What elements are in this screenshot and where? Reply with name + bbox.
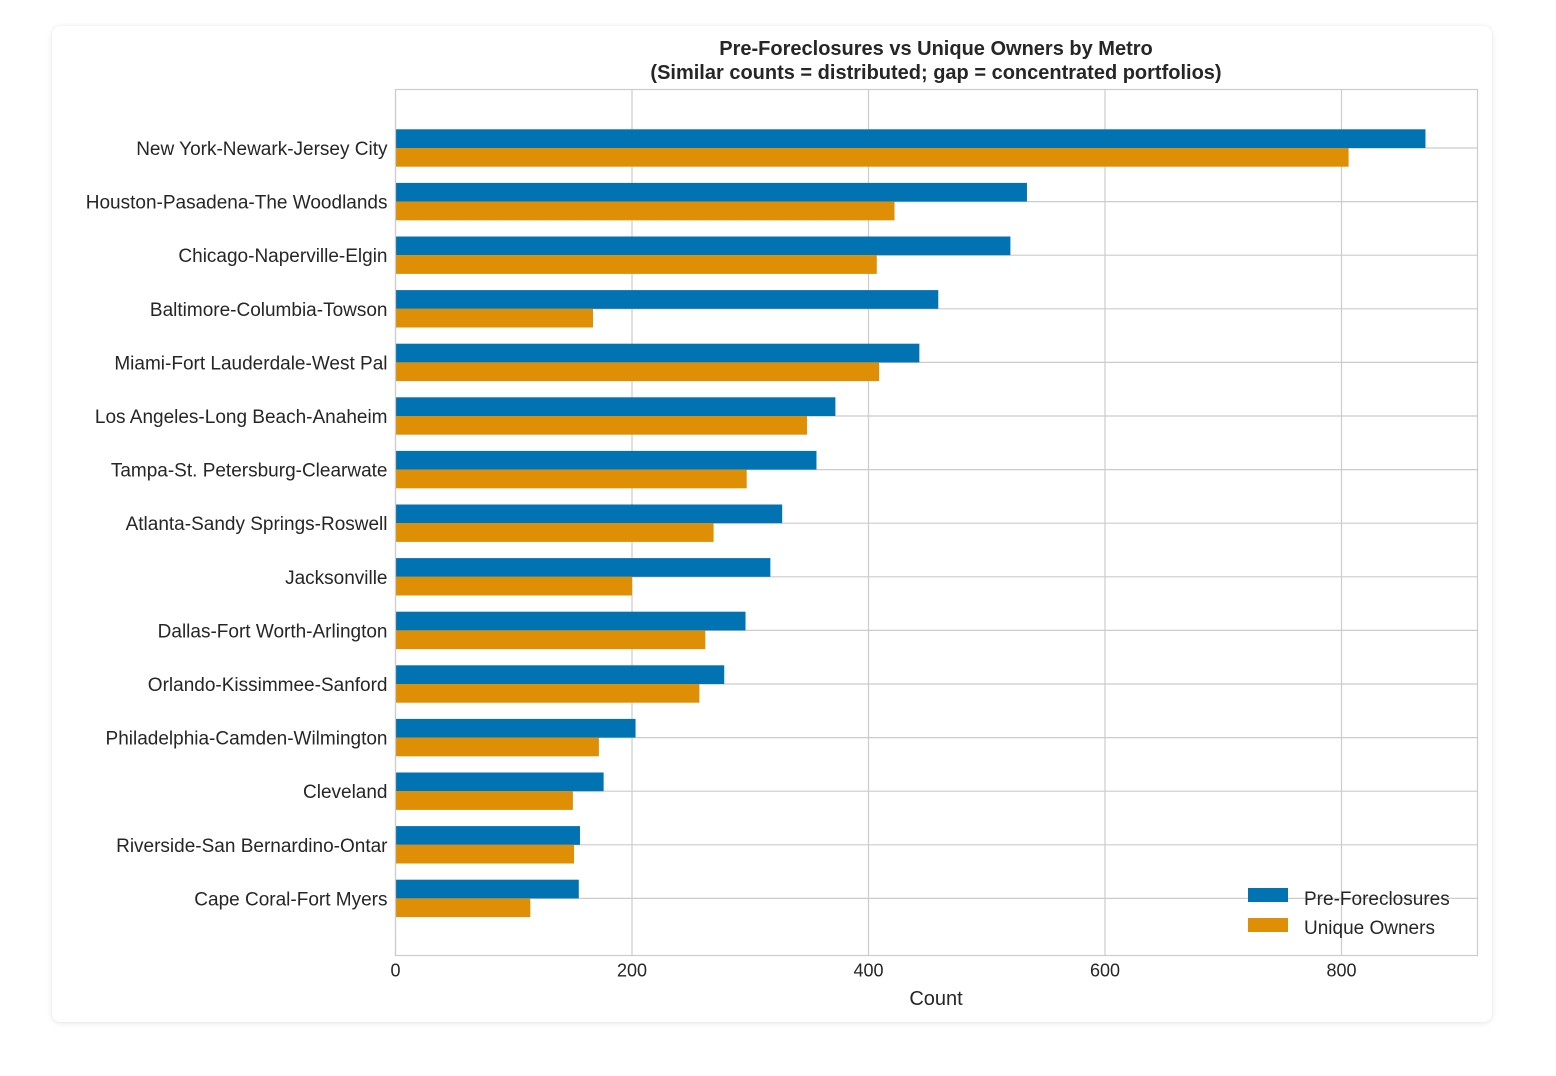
bar-pre-foreclosures-dallas-fort-worth-arlington xyxy=(395,611,746,631)
legend-swatch-unique-owners xyxy=(1248,918,1288,932)
y-tick-label: Houston-Pasadena-The Woodlands xyxy=(86,193,388,214)
bar-pre-foreclosures-atlanta-sandy-springs-roswell xyxy=(395,504,783,524)
bar-pre-foreclosures-cape-coral-fort-myers xyxy=(395,879,579,899)
chart-card: New York-Newark-Jersey City Houston-Pasad… xyxy=(52,26,1492,1022)
y-tick-label: Philadelphia-Camden-Wilmington xyxy=(106,729,388,750)
bar-pre-foreclosures-houston-pasadena-the-woodlands xyxy=(395,182,1027,202)
bar-pre-foreclosures-riverside-san-bernardino-ontar xyxy=(395,826,580,845)
bar-unique-owners-tampa-st-petersburg-clearwate xyxy=(395,469,747,489)
bar-unique-owners-dallas-fort-worth-arlington xyxy=(395,630,706,650)
x-tick-label: 400 xyxy=(853,961,883,981)
bar-unique-owners-riverside-san-bernardino-ontar xyxy=(395,844,575,864)
x-tick-label: 200 xyxy=(617,961,647,981)
x-tick-label: 600 xyxy=(1090,961,1120,981)
bar-unique-owners-atlanta-sandy-springs-roswell xyxy=(395,523,714,542)
bar-unique-owners-houston-pasadena-the-woodlands xyxy=(395,201,895,221)
bar-pre-foreclosures-cleveland xyxy=(395,772,604,792)
x-axis-ticks: 0 200 400 600 800 xyxy=(390,961,1356,981)
bar-unique-owners-cleveland xyxy=(395,791,573,810)
bar-pre-foreclosures-miami-fort-lauderdale-west-pal xyxy=(395,343,920,363)
bar-unique-owners-baltimore-columbia-towson xyxy=(395,308,593,328)
y-tick-label: Cleveland xyxy=(303,782,388,803)
y-tick-label: Dallas-Fort Worth-Arlington xyxy=(158,621,388,642)
legend-swatch-pre-foreclosures xyxy=(1248,888,1288,902)
y-tick-label: Atlanta-Sandy Springs-Roswell xyxy=(126,514,388,535)
bar-pre-foreclosures-philadelphia-camden-wilmington xyxy=(395,718,636,738)
legend-label-unique-owners: Unique Owners xyxy=(1304,918,1435,939)
y-tick-label: Cape Coral-Fort Myers xyxy=(194,889,387,910)
y-tick-label: Miami-Fort Lauderdale-West Pal xyxy=(114,353,387,374)
bar-pre-foreclosures-los-angeles-long-beach-anaheim xyxy=(395,397,836,416)
x-tick-label: 0 xyxy=(390,961,400,981)
y-tick-label: Los Angeles-Long Beach-Anaheim xyxy=(95,407,388,428)
legend-label-pre-foreclosures: Pre-Foreclosures xyxy=(1304,889,1450,910)
y-tick-label: Riverside-San Bernardino-Ontar xyxy=(116,836,388,857)
bar-pre-foreclosures-chicago-naperville-elgin xyxy=(395,236,1011,256)
plot-frame xyxy=(394,88,1479,957)
bar-unique-owners-miami-fort-lauderdale-west-pal xyxy=(395,362,880,382)
bar-pre-foreclosures-orlando-kissimmee-sanford xyxy=(395,665,725,684)
y-tick-label: Tampa-St. Petersburg-Clearwate xyxy=(111,461,388,482)
y-tick-label: New York-Newark-Jersey City xyxy=(136,139,388,160)
x-tick-label: 800 xyxy=(1326,961,1356,981)
y-tick-label: Chicago-Naperville-Elgin xyxy=(178,246,387,267)
bar-unique-owners-philadelphia-camden-wilmington xyxy=(395,737,599,757)
y-tick-label: Jacksonville xyxy=(285,568,387,589)
bar-unique-owners-los-angeles-long-beach-anaheim xyxy=(395,416,808,435)
bar-pre-foreclosures-tampa-st-petersburg-clearwate xyxy=(395,450,817,470)
y-tick-label: Orlando-Kissimmee-Sanford xyxy=(148,675,388,696)
chart: New York-Newark-Jersey City Houston-Pasad… xyxy=(86,38,1479,1010)
bar-unique-owners-jacksonville xyxy=(395,576,633,596)
bar-unique-owners-new-york-newark-jersey-city xyxy=(395,148,1349,167)
bar-pre-foreclosures-baltimore-columbia-towson xyxy=(395,290,939,309)
bar-unique-owners-orlando-kissimmee-sanford xyxy=(395,684,700,703)
bar-unique-owners-chicago-naperville-elgin xyxy=(395,255,877,274)
x-axis-label: Count xyxy=(909,988,963,1010)
y-tick-label: Baltimore-Columbia-Towson xyxy=(150,300,388,321)
legend: Pre-Foreclosures Unique Owners xyxy=(1248,888,1450,939)
chart-title: Pre-Foreclosures vs Unique Owners by Met… xyxy=(719,38,1152,60)
bar-pre-foreclosures-new-york-newark-jersey-city xyxy=(395,129,1426,148)
bars xyxy=(395,129,1426,918)
y-axis-labels: New York-Newark-Jersey City Houston-Pasad… xyxy=(86,139,388,910)
bar-unique-owners-cape-coral-fort-myers xyxy=(395,898,531,918)
chart-subtitle: (Similar counts = distributed; gap = con… xyxy=(650,62,1221,84)
bar-pre-foreclosures-jacksonville xyxy=(395,558,771,577)
